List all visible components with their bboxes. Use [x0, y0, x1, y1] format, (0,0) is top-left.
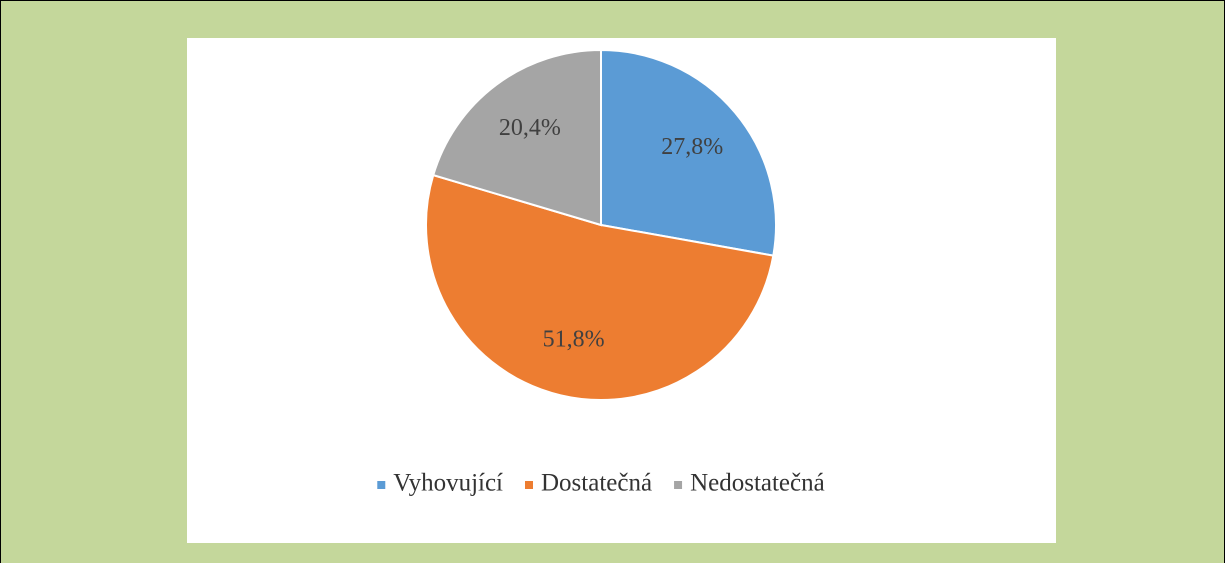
legend-label: Nedostatečná	[690, 470, 825, 497]
pie-slice	[432, 48, 602, 227]
legend-label: Vyhovující	[393, 470, 503, 497]
legend-label: Dostatečná	[541, 470, 652, 497]
pie-slice	[425, 173, 775, 401]
value-label: 51,8%	[543, 326, 605, 352]
value-label: 27,8%	[661, 134, 723, 160]
value-label: 20,4%	[499, 115, 561, 141]
legend-marker	[674, 481, 683, 489]
legend-marker	[377, 481, 386, 489]
pie-slice	[600, 48, 777, 257]
legend-marker	[525, 481, 533, 489]
